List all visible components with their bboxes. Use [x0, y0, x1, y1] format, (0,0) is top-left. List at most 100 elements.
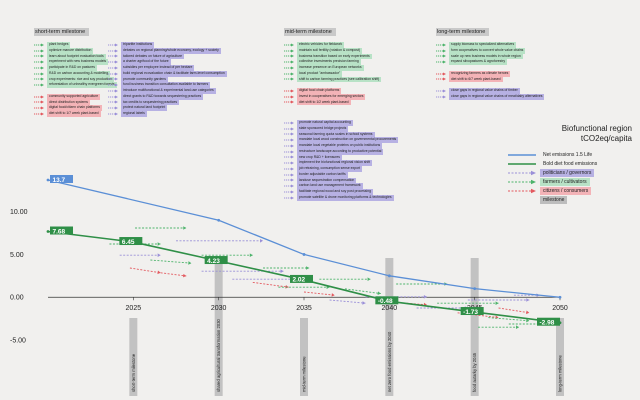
y-tick-label: 10.00	[10, 209, 28, 216]
legend: Biofunctional region tCO2eq/capita Net e…	[508, 124, 636, 204]
citizens-arrow-icon	[34, 106, 44, 110]
farmers-arrow-icon	[436, 54, 446, 58]
series-line-net-emissions	[47, 179, 561, 298]
milestone-label: shared agricultural transformation 2030	[216, 318, 221, 392]
milestone-label: mid-term milestone	[302, 356, 307, 392]
action-label: facilitate regional wood and soy post pr…	[297, 189, 373, 195]
arrowhead-icon	[331, 293, 335, 297]
farmers-arrow-icon	[284, 54, 294, 58]
arrowhead-icon	[423, 295, 427, 299]
action-label: restructure landscape according to produ…	[297, 148, 384, 155]
action-label: seasonal farming quota scales in school …	[297, 131, 375, 138]
action-item: local product "ambassador"	[284, 70, 381, 77]
long-term-milestone-header: long-term milestone	[436, 28, 490, 36]
action-item: direct distribution systems	[34, 99, 117, 106]
action-item: carbon land use management framework	[284, 183, 398, 189]
politicians-arrow-icon	[108, 83, 118, 87]
politicians-arrow-icon	[108, 54, 118, 58]
action-item: form cooperatives to convert whole value…	[436, 47, 544, 54]
action-label: digital food chain platforms	[297, 88, 342, 94]
farmers-arrow-icon	[34, 49, 44, 53]
legend-label: citizens / consumers	[540, 186, 592, 195]
politicians-arrow-icon	[108, 112, 118, 116]
action-label: fund business transition consultation av…	[121, 82, 211, 88]
politicians-arrow-icon	[284, 173, 294, 177]
politician-action-arrow	[329, 299, 366, 304]
action-item: optimize manure distribution	[34, 47, 117, 54]
data-label-box	[537, 317, 560, 326]
arrowhead-icon	[280, 269, 284, 273]
farmers-arrow-icon	[436, 43, 446, 47]
citizens-arrow-icon	[284, 100, 294, 104]
action-label: R&D on carbon accounting & modelling	[47, 70, 111, 77]
action-item: promote natural capital accounting	[284, 120, 398, 126]
arrowhead-icon	[516, 325, 520, 329]
action-item: shift to carbon farming practices (see c…	[284, 76, 382, 83]
action-label: local product "ambassador"	[297, 70, 343, 77]
arrowhead-icon	[377, 291, 381, 295]
series-point	[558, 295, 562, 299]
action-item: promote satellite & drone monitoring pla…	[284, 194, 398, 201]
legend-label: Bold diet food emissions	[543, 160, 598, 167]
arrowhead-icon	[157, 270, 161, 275]
politicians-arrow-icon	[284, 155, 294, 159]
legend-title: Biofunctional region	[561, 124, 632, 133]
action-item: scale up new business models in whole re…	[436, 53, 544, 60]
data-label-box	[290, 274, 313, 283]
legend-item: farmers / cultivators	[508, 177, 636, 186]
farmers-arrow-icon	[284, 77, 294, 81]
series-point	[217, 218, 221, 222]
data-label: 7.68	[53, 228, 66, 235]
arrowhead-icon	[183, 273, 187, 278]
action-item: tailored debates on future of agricultur…	[108, 53, 227, 60]
series-point	[302, 253, 306, 256]
legend-arrow-icon	[508, 170, 536, 175]
action-item: regional labels	[108, 111, 227, 117]
y-tick-label: 5.00	[10, 252, 24, 259]
action-label: regional labels	[121, 111, 147, 117]
politicians-arrow-icon	[108, 106, 118, 110]
citizen-action-arrow	[252, 281, 289, 288]
action-item: close gaps in regional value chains of t…	[436, 88, 544, 94]
legend-item: milestone	[508, 195, 636, 204]
politicians-arrow-icon	[284, 138, 294, 142]
legend-label: politicians / governors	[540, 168, 595, 177]
legend-arrow-icon	[508, 179, 536, 184]
action-label: form cooperatives to convert whole value…	[449, 47, 526, 54]
citizens-arrow-icon	[436, 77, 446, 81]
action-label: diet shift to 1/7 week plant-based	[47, 111, 101, 117]
action-item: restructure landscape according to produ…	[284, 148, 398, 155]
action-item: increase presence on European networks	[284, 65, 381, 71]
action-label: collective investments precision farming	[297, 59, 361, 65]
legend-line-swatch	[508, 153, 536, 156]
x-tick-label: 2035	[296, 305, 312, 312]
legend-item: citizens / consumers	[508, 186, 636, 195]
action-label: job retraining, consumption sense export	[297, 166, 363, 172]
action-item: direct grants to R&D towards sequesterin…	[108, 93, 227, 100]
action-label: community supported agriculture	[47, 93, 101, 100]
farmer-action-arrow	[150, 259, 192, 264]
farmers-arrow-icon	[34, 60, 44, 64]
milestone-bar	[470, 258, 479, 396]
milestone-label: food autarky by 2045	[472, 352, 477, 392]
action-item: diet shift to 1/2 week plant-based	[284, 99, 381, 106]
milestone-bar	[556, 318, 564, 396]
action-label: learn about footprint evaluation tools	[47, 53, 106, 60]
action-item: facilitate regional wood and soy post pr…	[284, 189, 398, 195]
action-item: invest in cooperatives for emerging sect…	[284, 93, 381, 100]
citizen-action-arrow	[129, 267, 161, 274]
citizen-action-arrow	[303, 291, 335, 296]
action-label: recognizing farmers as climate heroes	[449, 70, 511, 77]
action-label: direct grants to R&D towards sequesterin…	[121, 93, 204, 100]
arrowhead-icon	[495, 301, 499, 305]
mid-term-farmer-citizen-actions: electric vehicles for fieldwork maintain …	[284, 42, 382, 106]
x-tick-label: 2030	[211, 305, 227, 312]
data-label: -1.73	[463, 309, 478, 316]
data-label-box	[119, 237, 143, 246]
action-item: a charter agrifood of the future	[108, 59, 227, 65]
politicians-arrow-icon	[108, 60, 118, 64]
action-label: tax credits to sequestering practices	[121, 99, 180, 106]
action-item: digital food chain platforms	[284, 88, 381, 94]
action-item: community supported agriculture	[34, 93, 117, 100]
data-label: -2.98	[540, 320, 555, 327]
